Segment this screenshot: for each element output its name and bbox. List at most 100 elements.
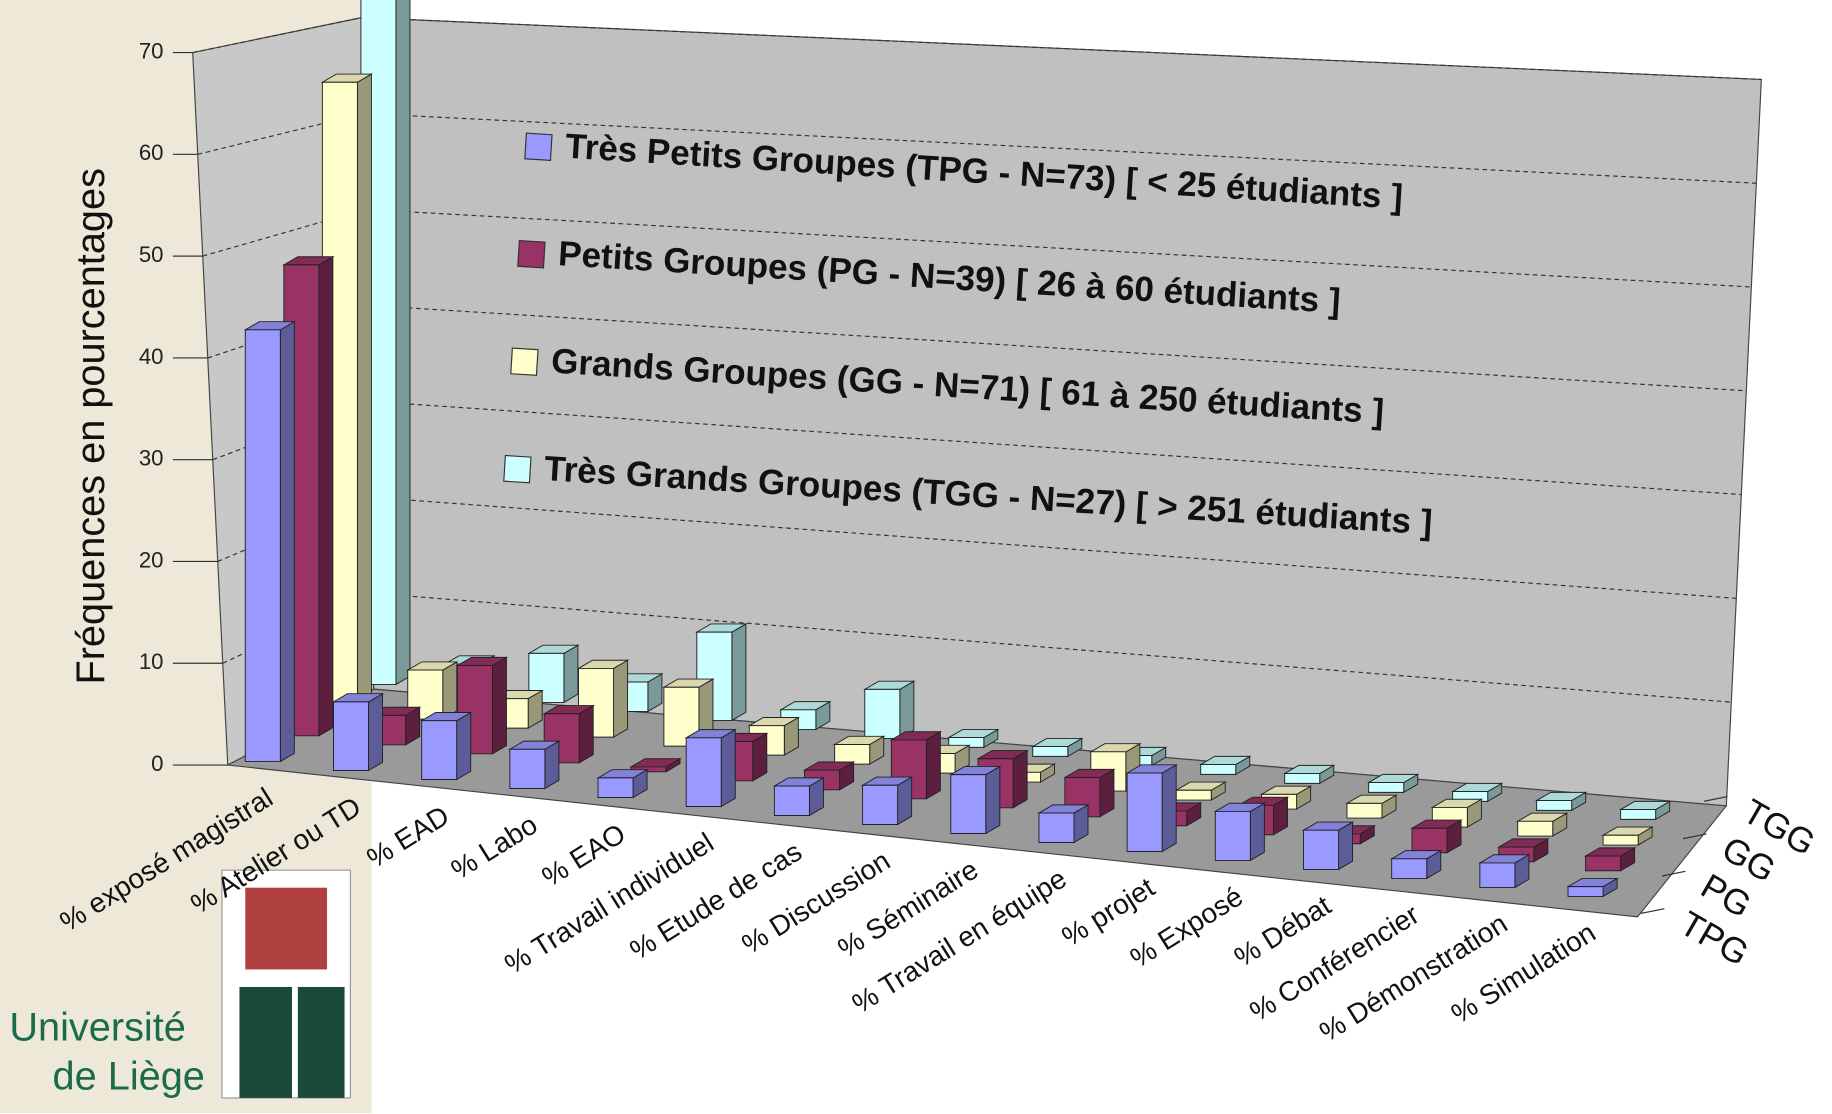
- bar: [331, 692, 385, 772]
- bar-front: [1214, 810, 1251, 861]
- bar: [1125, 763, 1178, 853]
- logo-text: Université: [9, 1006, 186, 1050]
- bar: [947, 728, 1000, 749]
- bar-front: [773, 785, 810, 816]
- bar-side: [985, 765, 1001, 835]
- grid-line: [192, 16, 363, 54]
- bar-front: [1479, 862, 1516, 888]
- bar-front: [864, 688, 901, 739]
- grid-line: [365, 208, 1752, 288]
- bar-side: [899, 680, 915, 740]
- bar-front: [862, 784, 899, 825]
- bar: [949, 765, 1002, 835]
- bar: [684, 728, 737, 808]
- depth-tick: [1640, 908, 1665, 914]
- bar: [772, 777, 826, 817]
- bar-side: [395, 0, 411, 686]
- bar: [863, 680, 916, 740]
- bar: [802, 761, 856, 791]
- bar-front: [1536, 800, 1573, 811]
- bar-front: [1175, 789, 1212, 801]
- bar-side: [563, 644, 579, 704]
- bar-side: [720, 728, 736, 808]
- bar: [419, 711, 473, 781]
- bar: [1515, 812, 1569, 837]
- y-axis-label: Fréquences en pourcentages: [69, 168, 113, 685]
- bar-front: [1368, 782, 1405, 793]
- depth-tick: [1703, 796, 1728, 802]
- bar-front: [421, 720, 458, 780]
- bar-front: [244, 329, 281, 763]
- bar-front: [1284, 773, 1321, 784]
- bar: [1301, 821, 1355, 871]
- y-tick-label: 30: [139, 446, 164, 471]
- bar-front: [1200, 764, 1237, 775]
- x-tick-label: % Etude de cas: [624, 836, 807, 966]
- bar-side: [491, 656, 507, 755]
- grid-line: [363, 112, 1757, 184]
- bar-front: [597, 777, 634, 798]
- bar-front: [1346, 802, 1383, 819]
- y-tick-label: 20: [139, 547, 164, 572]
- depth-tick: [1661, 870, 1686, 877]
- bar: [1601, 826, 1654, 846]
- legend-swatch: [517, 240, 546, 269]
- bar: [1478, 853, 1531, 889]
- bar-front: [1517, 820, 1554, 837]
- bar-front: [834, 744, 871, 765]
- bar: [832, 735, 886, 765]
- logo-text: de Liège: [53, 1055, 205, 1099]
- bar-front: [1567, 886, 1604, 897]
- legend-swatch: [503, 454, 532, 484]
- logo-u: [239, 986, 292, 1098]
- grid-line: [362, 16, 1762, 81]
- bar: [889, 730, 943, 800]
- bar-front: [1585, 855, 1622, 872]
- bar: [508, 740, 561, 790]
- bar: [1366, 773, 1420, 794]
- bar-side: [925, 730, 941, 800]
- y-tick-label: 70: [139, 38, 164, 63]
- bar: [1282, 764, 1336, 785]
- bar-front: [1391, 858, 1428, 879]
- bar-front: [685, 737, 722, 807]
- bar: [1213, 802, 1267, 862]
- bar: [1618, 800, 1672, 821]
- bar: [576, 659, 630, 738]
- y-tick-label: 0: [151, 751, 163, 776]
- y-tick-label: 40: [139, 344, 164, 369]
- bar-front: [1620, 809, 1657, 820]
- bar-front: [509, 748, 546, 789]
- bar-side: [456, 711, 472, 781]
- logo-crest: [245, 887, 328, 970]
- x-tick-label: % EAD: [361, 800, 454, 874]
- bar: [1534, 791, 1588, 812]
- bar-side: [1161, 763, 1177, 853]
- x-tick-label: % Labo: [446, 809, 543, 886]
- bar: [596, 768, 649, 799]
- bar: [860, 776, 914, 826]
- bar: [1063, 768, 1116, 818]
- grid-line: [372, 592, 1732, 703]
- bar-front: [950, 774, 987, 834]
- bar-side: [368, 692, 383, 772]
- bar-side: [356, 73, 372, 711]
- bar: [1037, 804, 1090, 844]
- bar-side: [731, 623, 747, 722]
- bar-front: [332, 701, 369, 771]
- bar-front: [1411, 827, 1448, 854]
- logo-g: [297, 986, 345, 1098]
- depth-tick: [1682, 833, 1707, 840]
- legend-swatch: [510, 347, 539, 376]
- bar-front: [1126, 772, 1163, 852]
- bar: [1031, 737, 1084, 758]
- y-tick-label: 10: [139, 649, 164, 674]
- bar: [1566, 877, 1619, 898]
- bar: [629, 757, 682, 773]
- bar: [1198, 755, 1252, 776]
- bar-front: [1602, 834, 1639, 846]
- bar: [1389, 849, 1443, 880]
- bar-side: [1249, 802, 1265, 862]
- bar-side: [578, 704, 594, 764]
